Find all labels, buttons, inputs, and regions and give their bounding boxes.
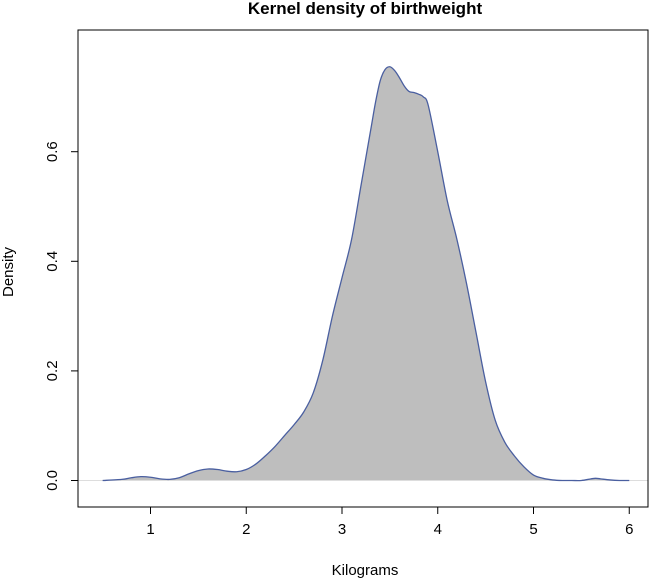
plot-area (77, 29, 649, 508)
chart-title: Kernel density of birthweight (248, 0, 483, 18)
y-tick-label: 0.4 (44, 251, 61, 272)
x-tick-label: 1 (146, 521, 154, 538)
x-axis-label: Kilograms (332, 562, 399, 578)
y-tick-label: 0.6 (44, 141, 61, 162)
x-tick-label: 6 (625, 521, 633, 538)
x-axis: 1 2 3 4 5 6 (146, 506, 633, 538)
y-tick-label: 0.0 (44, 470, 61, 491)
y-tick-label: 0.2 (44, 360, 61, 381)
density-area-fill (102, 66, 630, 481)
density-curve-line (102, 66, 630, 482)
x-tick-label: 5 (529, 521, 537, 538)
x-tick-label: 2 (242, 521, 250, 538)
x-tick-label: 4 (434, 521, 442, 538)
x-tick-label: 3 (338, 521, 346, 538)
y-axis-label: Density (0, 246, 17, 297)
y-axis: 0.0 0.2 0.4 0.6 (44, 141, 79, 491)
